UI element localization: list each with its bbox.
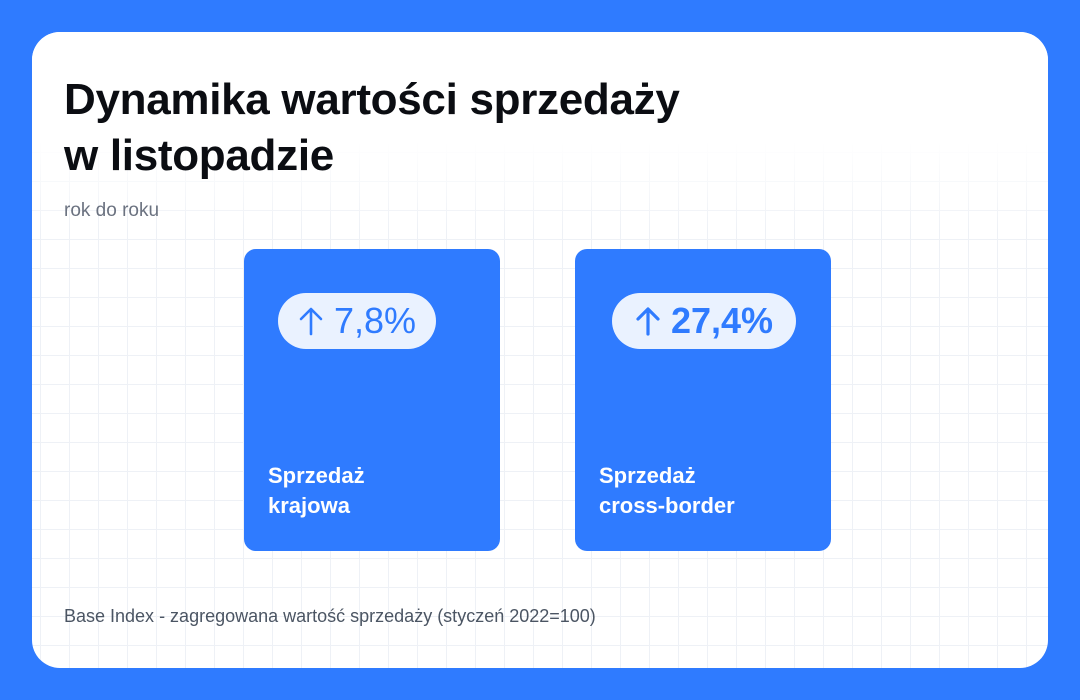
card-label-line-2: cross-border	[599, 493, 735, 518]
title-line-1: Dynamika wartości sprzedaży	[64, 75, 680, 124]
footnote: Base Index - zagregowana wartość sprzeda…	[64, 606, 596, 626]
card-label-line-1: Sprzedaż	[268, 463, 365, 488]
growth-badge: 7,8%	[278, 293, 436, 349]
card-label-line-2: krajowa	[268, 493, 350, 518]
card-label: Sprzedaż krajowa	[268, 461, 365, 521]
growth-value: 7,8%	[333, 300, 417, 341]
card-domestic-sales: 7,8% Sprzedaż krajowa	[244, 249, 500, 551]
arrow-up-icon	[636, 307, 660, 336]
growth-value: 27,4%	[670, 300, 774, 341]
infographic-panel: Dynamika wartości sprzedaży w listopadzi…	[32, 32, 1048, 668]
card-label-line-1: Sprzedaż	[599, 463, 696, 488]
card-label: Sprzedaż cross-border	[599, 461, 735, 521]
arrow-up-icon	[299, 307, 323, 336]
subtitle: rok do roku	[64, 200, 160, 221]
title-line-2: w listopadzie	[64, 131, 334, 180]
page-title: Dynamika wartości sprzedaży w listopadzi…	[64, 72, 864, 184]
growth-badge: 27,4%	[612, 293, 796, 349]
card-cross-border-sales: 27,4% Sprzedaż cross-border	[575, 249, 831, 551]
